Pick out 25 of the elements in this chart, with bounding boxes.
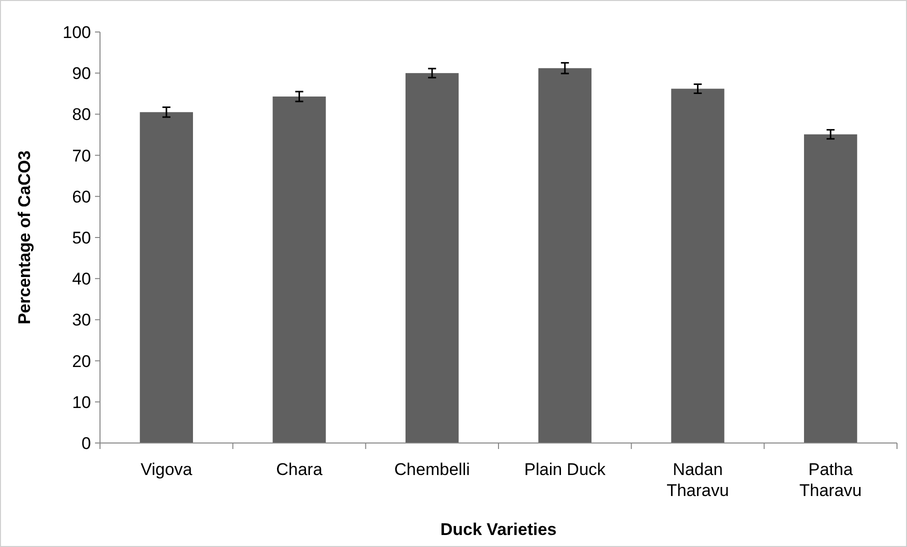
y-tick-label: 10 xyxy=(72,392,91,412)
y-tick-label: 20 xyxy=(72,352,91,371)
x-tick-label: Patha Tharavu xyxy=(799,460,862,500)
x-tick-label: Chembelli xyxy=(394,460,470,479)
x-tick-label: Chara xyxy=(276,460,323,479)
x-axis-title: Duck Varieties xyxy=(440,520,557,539)
bar xyxy=(804,134,858,443)
y-tick-label: 60 xyxy=(72,187,91,206)
y-tick-label: 80 xyxy=(72,105,91,124)
bar xyxy=(671,88,724,443)
y-tick-label: 100 xyxy=(62,22,91,42)
y-tick-label: 0 xyxy=(82,434,91,453)
bar xyxy=(538,68,592,443)
bar xyxy=(140,112,193,443)
y-axis-title: Percentage of CaCO3 xyxy=(15,150,34,324)
y-tick-label: 30 xyxy=(72,310,91,330)
y-tick-label: 40 xyxy=(72,270,91,289)
y-tick-label: 90 xyxy=(72,64,91,84)
bar xyxy=(406,73,459,443)
bar xyxy=(272,96,326,443)
y-tick-label: 50 xyxy=(72,228,91,248)
x-tick-label: Nadan Tharavu xyxy=(666,460,729,500)
x-tick-label: Vigova xyxy=(140,460,193,479)
x-tick-label: Plain Duck xyxy=(524,460,606,479)
y-tick-label: 70 xyxy=(72,146,91,166)
